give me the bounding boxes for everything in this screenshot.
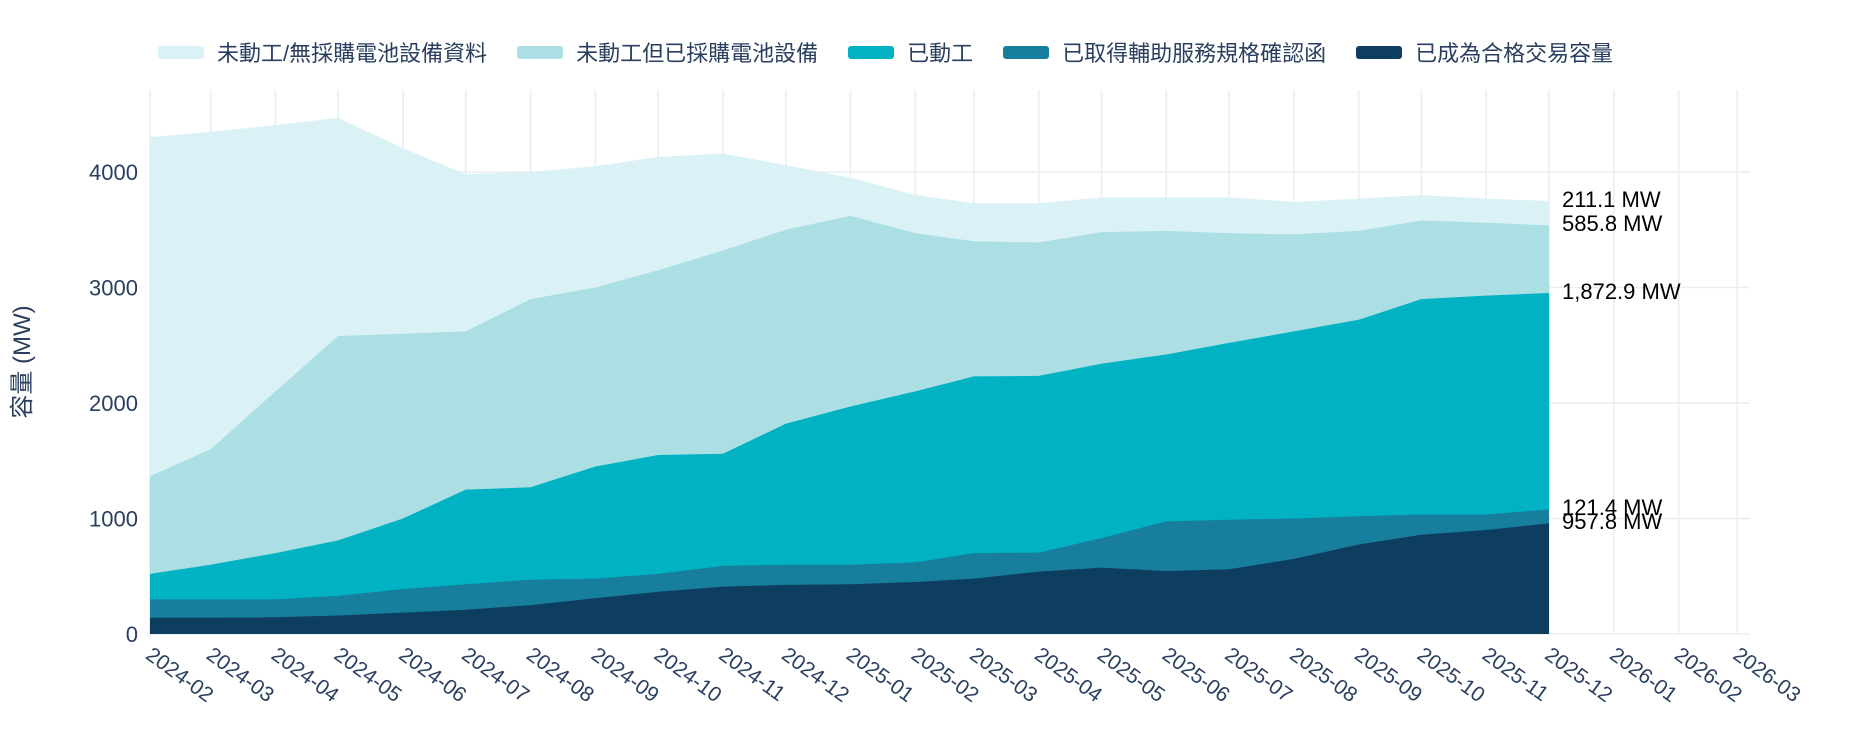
x-axis-tick-labels: 2024-022024-032024-042024-052024-062024-… — [142, 643, 1805, 707]
legend-swatch-no-procurement — [158, 45, 204, 59]
y-tick-label: 0 — [126, 622, 138, 647]
annotation-label: 211.1 MW — [1562, 187, 1661, 212]
x-tick-label: 2024-12 — [777, 643, 853, 707]
legend-swatch-procured — [517, 45, 564, 59]
area-qualified — [150, 523, 1549, 634]
x-tick-label: 2025-06 — [1158, 643, 1234, 707]
x-tick-label: 2024-11 — [715, 643, 790, 706]
x-tick-label: 2025-01 — [842, 643, 918, 707]
x-tick-label: 2024-10 — [650, 643, 726, 707]
legend-swatch-qualified — [1356, 45, 1403, 59]
x-tick-label: 2024-06 — [395, 643, 471, 707]
x-tick-label: 2024-03 — [202, 643, 278, 707]
x-tick-label: 2026-03 — [1729, 643, 1805, 707]
y-tick-label: 4000 — [89, 160, 138, 185]
legend-swatch-aux-confirmed — [1003, 45, 1050, 59]
stacked-areas — [150, 117, 1549, 634]
legend-label-aux-confirmed: 已取得輔助服務規格確認函 — [1062, 41, 1327, 66]
y-tick-label: 2000 — [89, 391, 138, 416]
x-tick-label: 2025-08 — [1285, 643, 1361, 707]
annotation-label: 957.8 MW — [1562, 509, 1662, 534]
y-axis-tick-labels: 0 1000 2000 3000 4000 — [89, 160, 138, 647]
y-tick-label: 3000 — [89, 276, 138, 301]
legend-item-qualified[interactable]: 已成為合格交易容量 — [1356, 36, 1613, 68]
x-tick-label: 2026-01 — [1605, 643, 1681, 707]
x-tick-label: 2025-12 — [1541, 643, 1617, 707]
x-tick-label: 2025-05 — [1093, 643, 1169, 707]
legend-item-aux-confirmed[interactable]: 已取得輔助服務規格確認函 — [1003, 36, 1326, 68]
annotation-label: 1,872.9 MW — [1562, 279, 1681, 304]
x-tick-label: 2024-04 — [267, 643, 343, 707]
legend-item-no-procurement[interactable]: 未動工/無採購電池設備資料 — [158, 36, 487, 68]
x-tick-label: 2025-03 — [965, 643, 1041, 707]
x-tick-label: 2024-05 — [330, 643, 406, 707]
x-tick-label: 2025-04 — [1030, 643, 1106, 707]
x-tick-label: 2025-10 — [1413, 643, 1489, 707]
chart-legend: 未動工/無採購電池設備資料 未動工但已採購電池設備 已動工 已取得輔助服務規格確認函 已… — [158, 36, 1613, 68]
legend-label-qualified: 已成為合格交易容量 — [1415, 41, 1614, 66]
x-tick-label: 2024-07 — [457, 643, 533, 707]
legend-item-started[interactable]: 已動工 — [848, 36, 973, 68]
legend-label-no-procurement: 未動工/無採購電池設備資料 — [217, 41, 488, 66]
x-tick-label: 2024-09 — [587, 643, 663, 707]
x-tick-label: 2024-02 — [142, 643, 218, 707]
x-tick-label: 2025-07 — [1221, 643, 1297, 707]
x-tick-label: 2025-11 — [1478, 643, 1553, 706]
x-tick-label: 2024-08 — [522, 643, 598, 707]
legend-label-procured: 未動工但已採購電池設備 — [576, 41, 819, 66]
legend-swatch-started — [848, 45, 895, 59]
annotation-label: 585.8 MW — [1562, 211, 1662, 236]
y-axis-title: 容量 (MW) — [9, 305, 36, 418]
annotation-label: 121.4 MW — [1562, 495, 1662, 520]
y-tick-label: 1000 — [89, 507, 138, 532]
legend-label-started: 已動工 — [907, 41, 974, 66]
x-tick-label: 2025-09 — [1350, 643, 1426, 707]
legend-item-procured[interactable]: 未動工但已採購電池設備 — [517, 36, 818, 68]
